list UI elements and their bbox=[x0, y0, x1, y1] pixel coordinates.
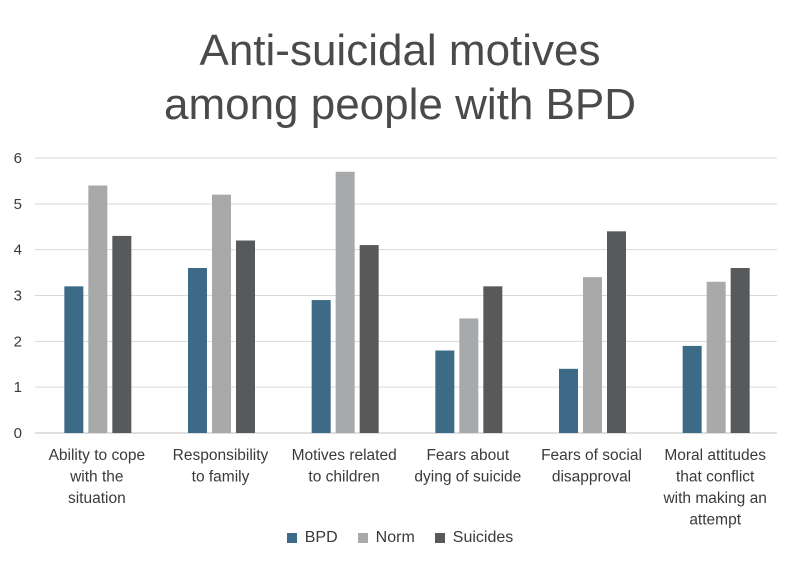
x-tick-label-line: Motives related bbox=[292, 447, 397, 464]
x-tick-label: Fears of social disapproval bbox=[541, 447, 642, 486]
bar bbox=[88, 185, 108, 433]
x-tick-label-line: situation bbox=[68, 490, 126, 507]
chart-title-line-2: among people with BPD bbox=[163, 80, 637, 129]
x-tick-label: Ability to cope with the situation bbox=[49, 447, 146, 507]
bar bbox=[559, 368, 578, 433]
legend-item: Norm bbox=[357, 529, 415, 547]
y-tick-label: 5 bbox=[14, 196, 22, 213]
x-tick-label-line: Moral attitudes bbox=[664, 447, 766, 464]
bar bbox=[212, 194, 231, 433]
x-tick-label-line: with the bbox=[69, 469, 123, 486]
bar bbox=[236, 240, 255, 433]
chart-title: Anti-suicidal motives among people with … bbox=[0, 24, 800, 132]
legend-swatch bbox=[286, 533, 297, 543]
x-tick-label-line: to children bbox=[308, 469, 380, 486]
y-tick-label: 4 bbox=[14, 242, 22, 259]
bar bbox=[483, 286, 503, 433]
bar bbox=[607, 231, 626, 433]
x-tick-label: Moral attitudes that conflict with making … bbox=[662, 447, 766, 529]
x-tick-label-line: with making an bbox=[662, 490, 766, 507]
x-tick-label-line: dying of suicide bbox=[414, 469, 521, 486]
bar bbox=[188, 268, 207, 433]
legend: BPD Norm Suicides bbox=[0, 529, 800, 547]
bar bbox=[112, 235, 132, 433]
x-tick-label-line: that conflict bbox=[676, 469, 755, 486]
x-tick-label: Responsibility to family bbox=[173, 447, 269, 486]
x-tick-label-line: disapproval bbox=[552, 469, 631, 486]
x-tick-label-line: Fears about bbox=[426, 447, 509, 464]
legend-swatch bbox=[357, 533, 368, 543]
bar bbox=[335, 171, 355, 433]
y-tick-label: 3 bbox=[14, 288, 22, 305]
bar bbox=[64, 286, 84, 433]
x-tick-label: Fears about dying of suicide bbox=[414, 447, 521, 486]
chart-title-line-1: Anti-suicidal motives bbox=[199, 26, 601, 75]
bar bbox=[730, 268, 750, 433]
legend-item: BPD bbox=[286, 529, 338, 547]
bar bbox=[682, 345, 702, 433]
y-tick-label: 2 bbox=[14, 333, 22, 350]
x-tick-label-line: to family bbox=[192, 469, 250, 486]
legend-label: Suicides bbox=[452, 529, 514, 546]
bar bbox=[359, 245, 379, 433]
x-tick-label-line: Responsibility bbox=[173, 447, 269, 464]
bar bbox=[706, 281, 726, 433]
legend-swatch bbox=[434, 533, 445, 543]
x-tick-label: Motives related to children bbox=[292, 447, 397, 486]
bar bbox=[435, 350, 455, 433]
legend-item: Suicides bbox=[434, 529, 514, 547]
y-tick-label: 1 bbox=[14, 379, 22, 396]
x-tick-label-line: Ability to cope bbox=[49, 447, 146, 464]
x-tick-label-line: Fears of social bbox=[541, 447, 642, 464]
y-tick-label: 6 bbox=[14, 150, 22, 167]
legend-label: Norm bbox=[375, 529, 415, 546]
y-tick-label: 0 bbox=[14, 425, 22, 442]
x-tick-label-line: attempt bbox=[689, 512, 741, 529]
bar bbox=[311, 300, 331, 433]
bar bbox=[459, 318, 479, 433]
bar bbox=[583, 277, 602, 433]
legend-label: BPD bbox=[304, 529, 338, 546]
